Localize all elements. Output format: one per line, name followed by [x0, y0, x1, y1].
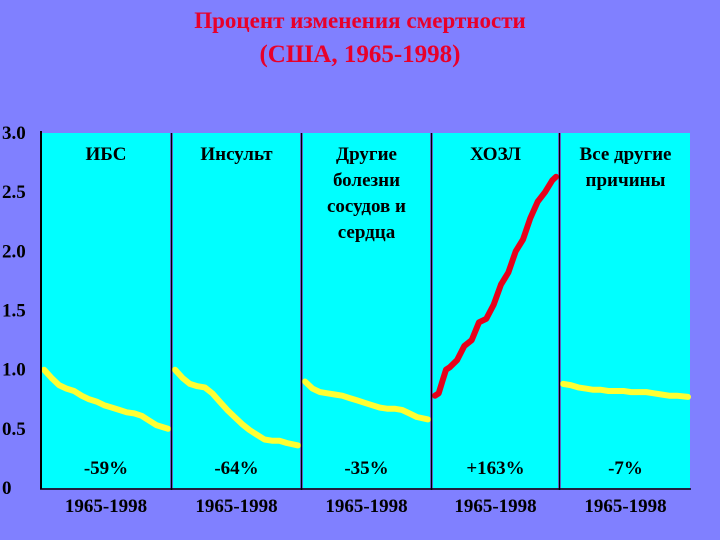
percent-change-label: -7% — [608, 458, 643, 479]
series-line — [302, 378, 431, 423]
panel-title: ИБС — [86, 144, 127, 165]
panel-title: Другие — [336, 144, 397, 165]
panel-title: сердца — [338, 222, 396, 243]
y-tick-label: 1.0 — [2, 360, 26, 381]
series-line — [41, 366, 171, 432]
slide-title: Процент изменения смертности — [194, 8, 526, 33]
panel-background — [42, 133, 170, 488]
x-period-label: 1965-1998 — [325, 496, 407, 517]
y-tick-label: 2.0 — [2, 241, 26, 262]
x-period-label: 1965-1998 — [195, 496, 277, 517]
x-period-label: 1965-1998 — [584, 496, 666, 517]
panel-background — [433, 133, 558, 488]
y-tick-label: 1.5 — [2, 301, 26, 322]
panel-title: Все другие — [580, 144, 672, 165]
percent-change-label: -59% — [84, 458, 128, 479]
panel-background — [561, 133, 690, 488]
x-period-label: 1965-1998 — [65, 496, 147, 517]
percent-change-label: -35% — [344, 458, 388, 479]
series-line — [560, 380, 691, 400]
series-line — [172, 366, 301, 449]
y-tick-label: 3.0 — [2, 123, 26, 144]
x-period-label: 1965-1998 — [454, 496, 536, 517]
y-tick-label: 0.5 — [2, 419, 26, 440]
slide-subtitle: (США, 1965-1998) — [259, 41, 461, 68]
series-line — [432, 173, 559, 399]
y-tick-label: 2.5 — [2, 182, 26, 203]
panel-title: Инсульт — [200, 144, 273, 165]
panel-background — [173, 133, 300, 488]
panel-title: ХОЗЛ — [470, 144, 521, 165]
panel-title: болезни — [333, 170, 400, 191]
y-tick-label: 0 — [2, 478, 12, 499]
panel-background — [303, 133, 430, 488]
panel-title: сосудов и — [327, 196, 406, 217]
percent-change-label: -64% — [214, 458, 258, 479]
panel-title: причины — [586, 170, 666, 191]
percent-change-label: +163% — [466, 458, 524, 479]
